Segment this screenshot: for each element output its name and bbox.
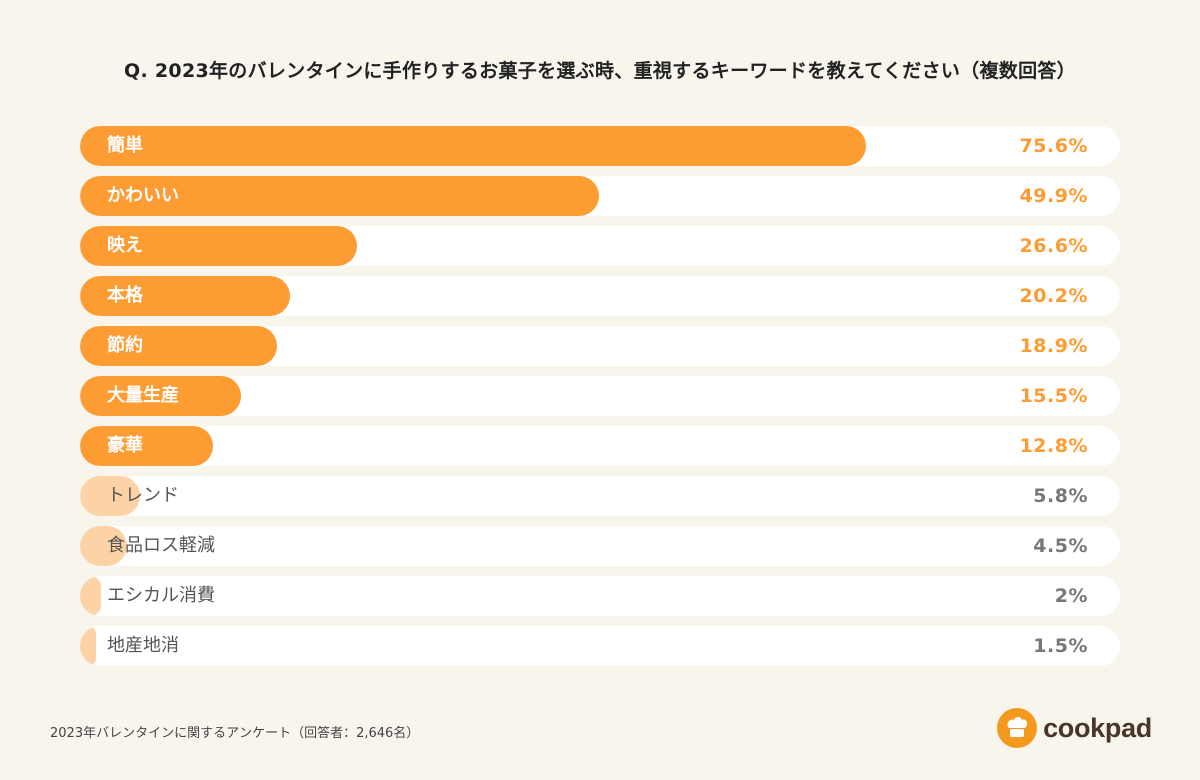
bar bbox=[80, 126, 867, 166]
bar bbox=[80, 626, 96, 666]
bar-label: 本格 bbox=[107, 285, 143, 306]
bar bbox=[80, 176, 599, 216]
bar-label: 食品ロス軽減 bbox=[107, 535, 215, 556]
bar-value-label: 15.5% bbox=[1019, 385, 1088, 407]
bar-label: 映え bbox=[107, 235, 143, 256]
bar-row: 本格 20.2% bbox=[80, 276, 1120, 316]
bar-value-label: 2% bbox=[1054, 585, 1088, 607]
bar-value-label: 1.5% bbox=[1033, 635, 1088, 657]
cookpad-logo: cookpad bbox=[997, 708, 1152, 748]
bar-value-label: 12.8% bbox=[1019, 435, 1088, 457]
bar-value-label: 4.5% bbox=[1033, 535, 1088, 557]
bar-chart: 簡単 75.6% かわいい 49.9% 映え 26.6% 本格 20.2% 節約 18.9% 大量生… bbox=[80, 126, 1120, 676]
bar-value-label: 20.2% bbox=[1019, 285, 1088, 307]
bar bbox=[80, 376, 242, 416]
bar-row: 映え 26.6% bbox=[80, 226, 1120, 266]
bar-label: 豪華 bbox=[107, 435, 143, 456]
bar-label: 大量生産 bbox=[107, 385, 179, 406]
bar-row: かわいい 49.9% bbox=[80, 176, 1120, 216]
bar-row: 食品ロス軽減 4.5% bbox=[80, 526, 1120, 566]
bar bbox=[80, 326, 277, 366]
bar-value-label: 75.6% bbox=[1019, 135, 1088, 157]
bar-value-label: 49.9% bbox=[1019, 185, 1088, 207]
bar-label: トレンド bbox=[107, 485, 179, 506]
bar bbox=[80, 276, 291, 316]
bar-row: 豪華 12.8% bbox=[80, 426, 1120, 466]
bar bbox=[80, 426, 214, 466]
bar-label: 節約 bbox=[107, 335, 143, 356]
bar-value-label: 26.6% bbox=[1019, 235, 1088, 257]
logo-wordmark: cookpad bbox=[1043, 712, 1152, 743]
bar bbox=[80, 526, 127, 566]
bar-value-label: 18.9% bbox=[1019, 335, 1088, 357]
bar-value-label: 5.8% bbox=[1033, 485, 1088, 507]
bar-label: 簡単 bbox=[107, 135, 143, 156]
bar-row: エシカル消費 2% bbox=[80, 576, 1120, 616]
bar-row: 地産地消 1.5% bbox=[80, 626, 1120, 666]
bar-row: 節約 18.9% bbox=[80, 326, 1120, 366]
survey-footnote: 2023年バレンタインに関するアンケート（回答者：2,646名） bbox=[50, 726, 420, 741]
bar-label: 地産地消 bbox=[107, 635, 179, 656]
bar-label: エシカル消費 bbox=[107, 585, 215, 606]
chef-hat-icon bbox=[997, 708, 1038, 748]
bar-row: 大量生産 15.5% bbox=[80, 376, 1120, 416]
bar-row: トレンド 5.8% bbox=[80, 476, 1120, 516]
bar bbox=[80, 226, 357, 266]
bar bbox=[80, 476, 141, 516]
bar-row: 簡単 75.6% bbox=[80, 126, 1120, 166]
chart-title: Q. 2023年のバレンタインに手作りするお菓子を選ぶ時、重視するキーワードを教… bbox=[124, 60, 1076, 82]
bar bbox=[80, 576, 101, 616]
bar-label: かわいい bbox=[107, 185, 179, 206]
